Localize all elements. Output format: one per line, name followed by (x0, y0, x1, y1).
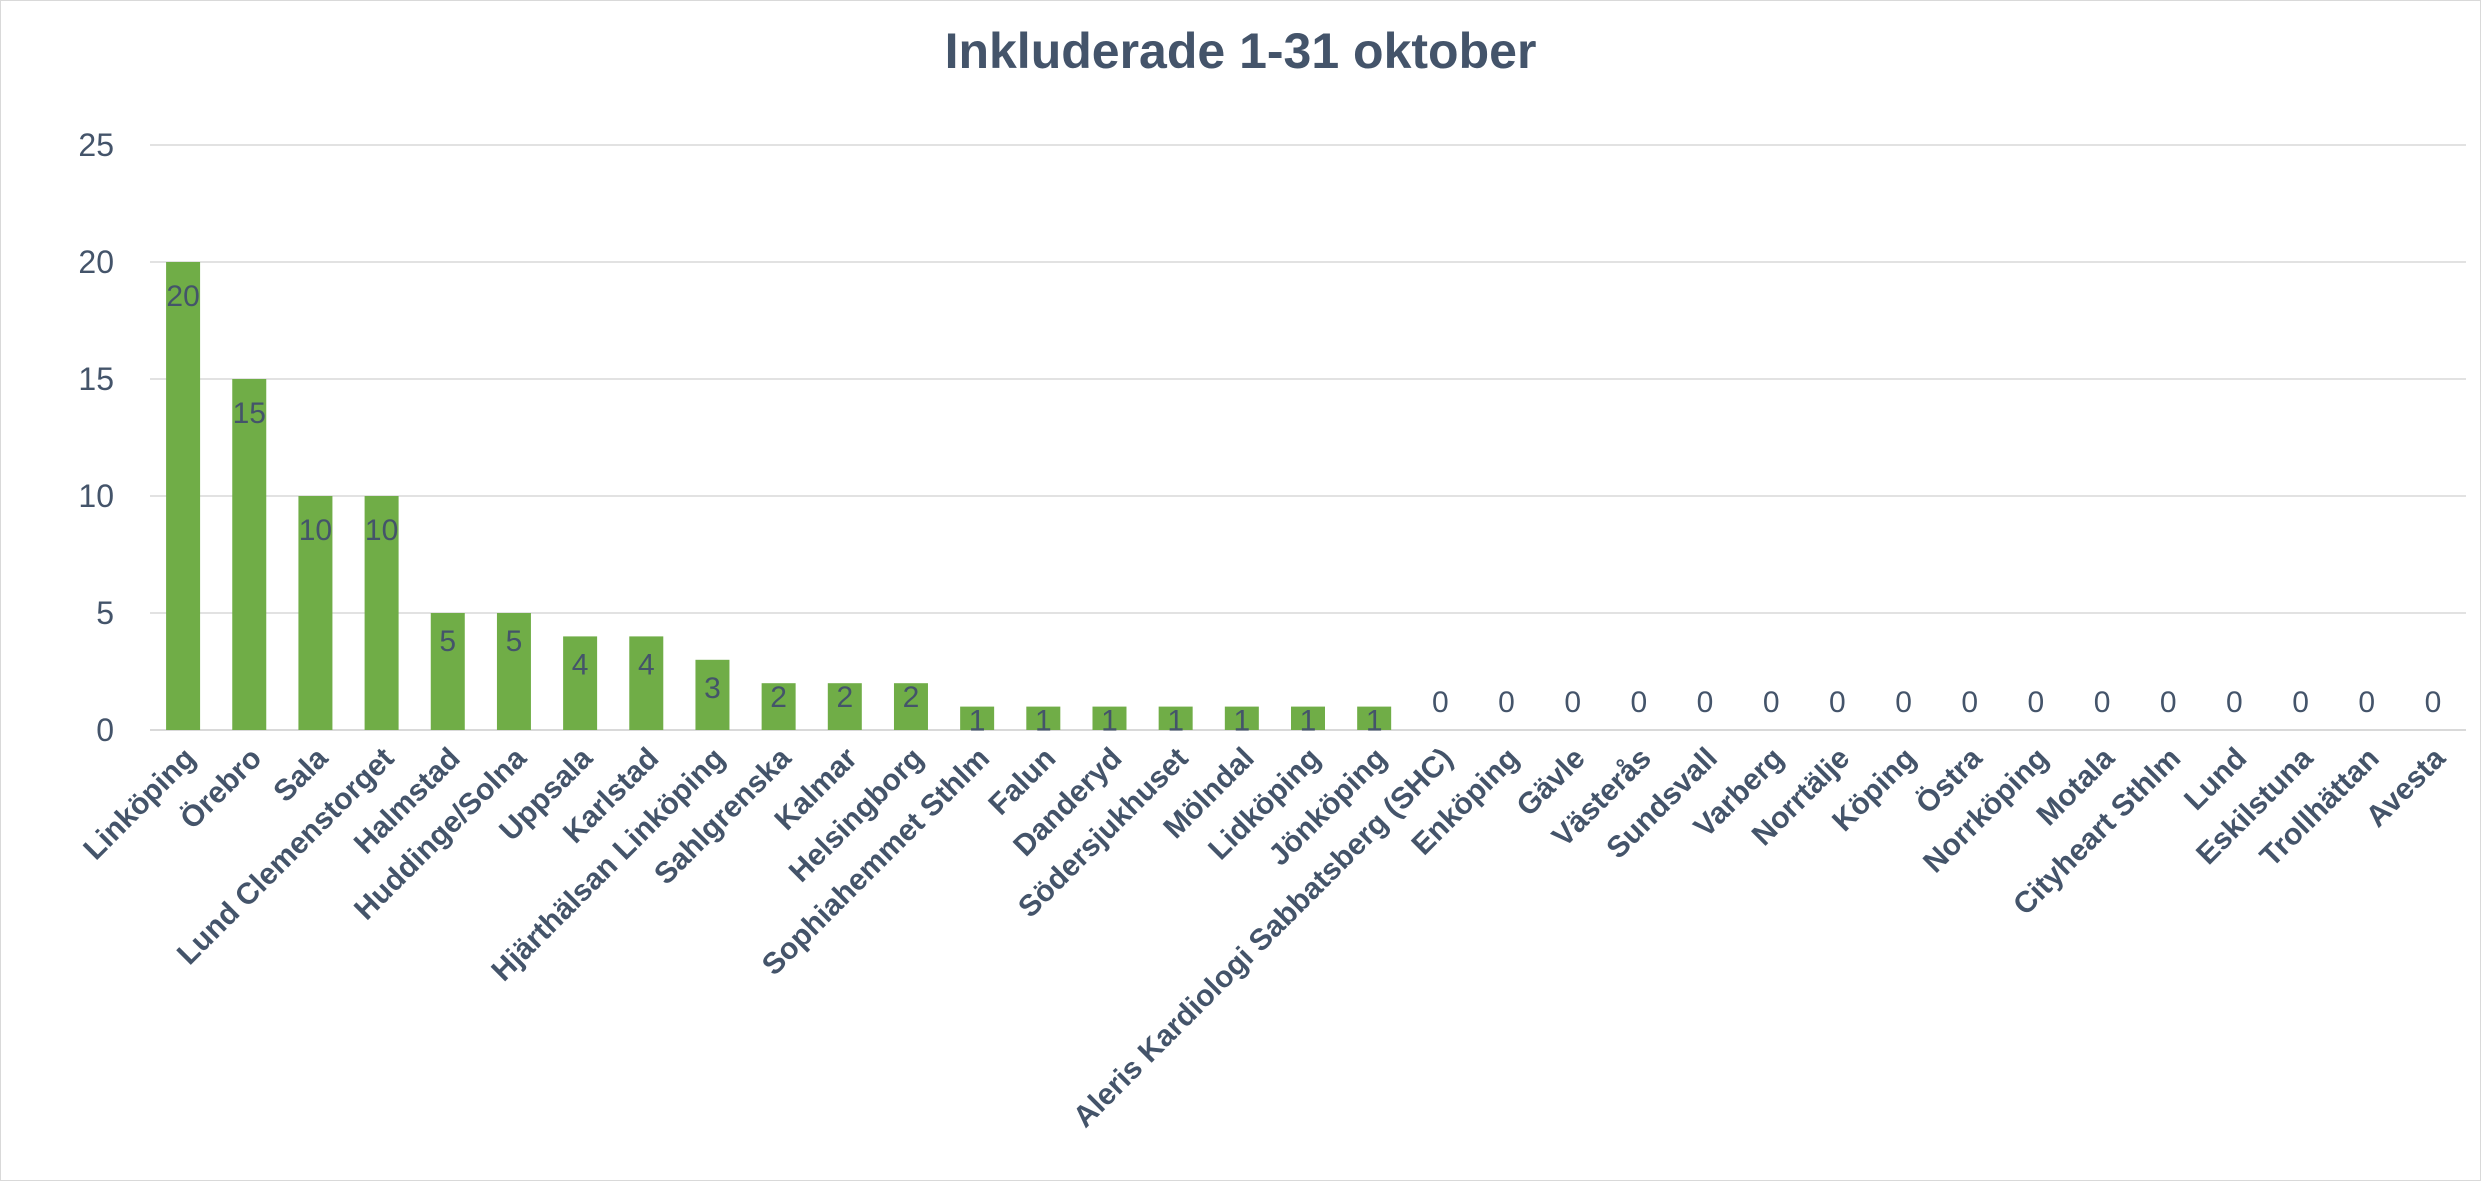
bar (1224, 706, 1259, 730)
y-tick-label: 10 (78, 478, 114, 514)
data-label: 2 (903, 681, 920, 714)
data-label: 0 (2292, 686, 2309, 719)
data-label: 0 (2160, 686, 2177, 719)
y-tick-label: 20 (78, 244, 114, 280)
data-label: 0 (2358, 686, 2375, 719)
data-label: 1 (1366, 705, 1383, 738)
data-label: 2 (836, 681, 853, 714)
data-label: 10 (365, 514, 398, 547)
data-label: 5 (506, 625, 523, 658)
data-label: 0 (1895, 686, 1912, 719)
bar (1092, 706, 1127, 730)
data-label: 1 (1035, 705, 1052, 738)
bar (298, 496, 333, 730)
data-label: 2 (770, 681, 787, 714)
data-label: 1 (1167, 705, 1184, 738)
bar (960, 706, 995, 730)
data-label: 4 (638, 648, 655, 681)
data-label: 0 (1498, 686, 1515, 719)
data-label: 0 (2425, 686, 2442, 719)
data-label: 0 (2028, 686, 2045, 719)
bar (695, 659, 730, 730)
data-label: 4 (572, 648, 589, 681)
bar (761, 683, 796, 730)
bar (1291, 706, 1325, 730)
data-label: 10 (299, 514, 332, 547)
bar (827, 683, 862, 730)
bar (364, 496, 399, 730)
bar (563, 636, 598, 730)
chart-title: Inkluderade 1-31 oktober (944, 23, 1537, 79)
data-label: 15 (233, 397, 266, 430)
data-label: 1 (1233, 705, 1250, 738)
data-label: 0 (1961, 686, 1978, 719)
y-tick-label: 25 (78, 127, 114, 163)
y-tick-label: 15 (78, 361, 114, 397)
bar (496, 613, 531, 730)
data-label: 0 (1697, 686, 1714, 719)
data-label: 1 (1101, 705, 1118, 738)
bar (430, 613, 465, 730)
data-label: 0 (2094, 686, 2111, 719)
data-label: 5 (439, 625, 456, 658)
bar (893, 683, 928, 730)
data-label: 3 (704, 672, 721, 705)
bar (1158, 706, 1193, 730)
bar (166, 262, 201, 730)
data-label: 20 (166, 280, 199, 313)
bar (232, 379, 267, 730)
y-tick-label: 5 (96, 595, 114, 631)
bar (1026, 706, 1061, 730)
y-tick-label: 0 (96, 712, 114, 748)
bar (1357, 706, 1392, 730)
data-label: 0 (1631, 686, 1648, 719)
bar (629, 636, 664, 730)
data-label: 0 (1432, 686, 1449, 719)
data-label: 0 (1829, 686, 1846, 719)
data-label: 0 (1564, 686, 1581, 719)
data-label: 1 (1300, 705, 1317, 738)
data-label: 0 (1763, 686, 1780, 719)
data-label: 0 (2226, 686, 2243, 719)
data-label: 1 (969, 705, 986, 738)
